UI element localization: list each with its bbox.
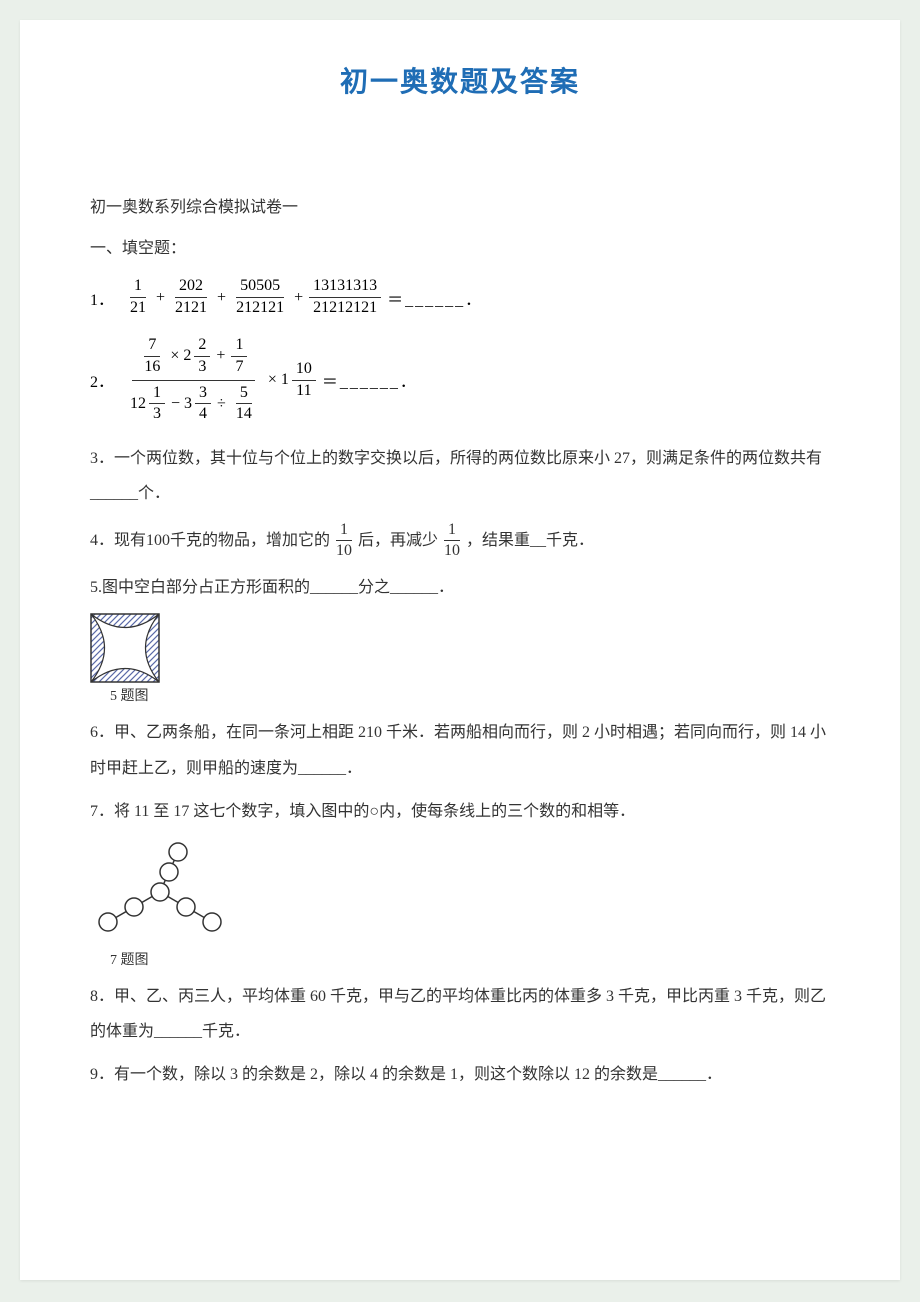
question-5: 5.图中空白部分占正方形面积的______分之______．	[90, 570, 830, 605]
question-8: 8．甲、乙、丙三人，平均体重 60 千克，甲与乙的平均体重比丙的体重多 3 千克…	[90, 979, 830, 1049]
q1-frac-2: 2022121	[171, 276, 211, 319]
q4-frac-1: 110	[332, 520, 356, 563]
document-page: 初一奥数题及答案 初一奥数系列综合模拟试卷一 一、填空题： 1． 121 + 2…	[20, 20, 900, 1280]
q1-frac-3: 50505212121	[232, 276, 288, 319]
q4-frac-2: 110	[440, 520, 464, 563]
question-7: 7．将 11 至 17 这七个数字，填入图中的○内，使每条线上的三个数的和相等．	[90, 794, 830, 829]
plus-icon: +	[156, 289, 165, 307]
question-4: 4．现有100千克的物品，增加它的 110 后，再减少 110 ，结果重__千克…	[90, 520, 830, 563]
q4-mid: 后，再减少	[358, 523, 438, 558]
question-1: 1． 121 + 2022121 + 50505212121 + 1313131…	[90, 276, 830, 319]
q5-caption: 5 题图	[110, 685, 830, 705]
times-icon: ×	[268, 371, 277, 389]
times-icon: ×	[170, 347, 179, 365]
q2-multiplier: 11011	[281, 359, 318, 402]
q2-numerator: 716 × 223 + 17	[132, 333, 255, 381]
divide-icon: ÷	[217, 395, 226, 413]
q1-frac-4: 1313131321212121	[309, 276, 381, 319]
q2-denominator: 1213 − 334 ÷ 514	[124, 381, 264, 428]
question-3: 3．一个两位数，其十位与个位上的数字交换以后，所得的两位数比原来小 27，则满足…	[90, 441, 830, 511]
q4-post: ，结果重__千克．	[466, 523, 594, 558]
q1-frac-1: 121	[126, 276, 150, 319]
q4-pre: 4．现有100千克的物品，增加它的	[90, 523, 330, 558]
q1-tail: ＝______．	[387, 286, 483, 310]
q2-complex-fraction: 716 × 223 + 17 1213 − 334 ÷ 514	[124, 333, 264, 427]
q7-caption: 7 题图	[110, 949, 830, 969]
plus-icon: +	[216, 347, 225, 365]
q7-figure	[90, 837, 830, 947]
q2-tail: ＝______．	[322, 368, 418, 392]
q1-label: 1．	[90, 286, 114, 310]
minus-icon: −	[171, 395, 180, 413]
question-2: 2． 716 × 223 + 17 1213 − 334 ÷ 514 × 110…	[90, 333, 830, 427]
plus-icon: +	[217, 289, 226, 307]
intro-line: 初一奥数系列综合模拟试卷一	[90, 190, 830, 225]
section-heading: 一、填空题：	[90, 231, 830, 266]
page-title: 初一奥数题及答案	[90, 60, 830, 100]
q2-label: 2．	[90, 368, 114, 392]
question-6: 6．甲、乙两条船，在同一条河上相距 210 千米．若两船相向而行，则 2 小时相…	[90, 715, 830, 785]
plus-icon: +	[294, 289, 303, 307]
q5-figure	[90, 613, 830, 683]
question-9: 9．有一个数，除以 3 的余数是 2，除以 4 的余数是 1，则这个数除以 12…	[90, 1057, 830, 1092]
